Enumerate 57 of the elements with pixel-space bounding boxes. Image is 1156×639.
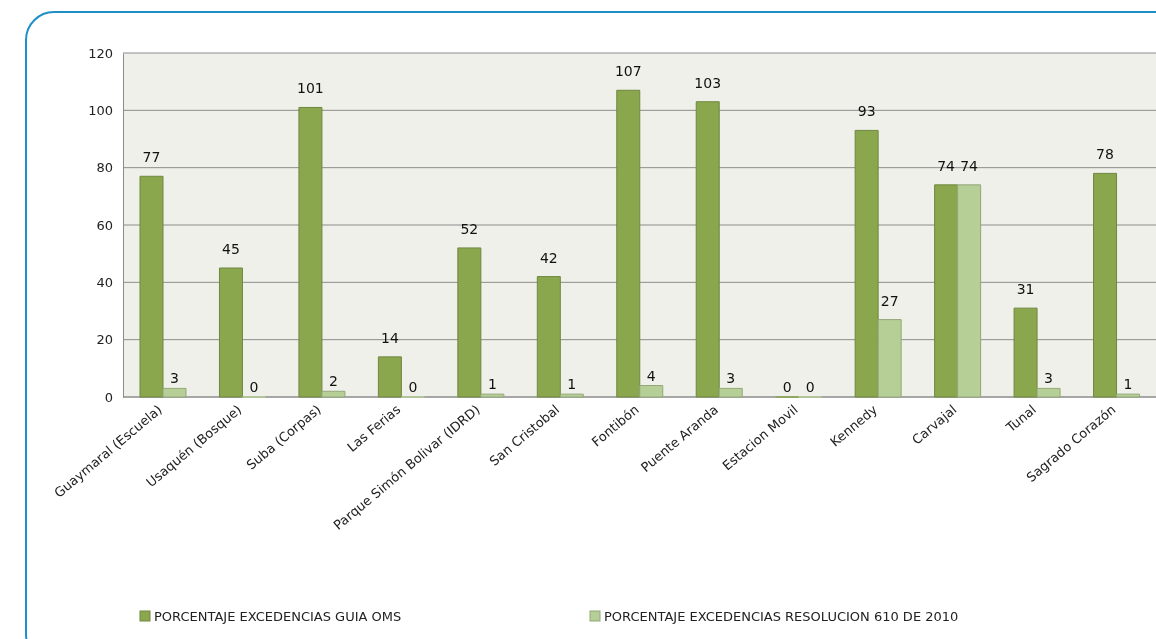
data-label: 0 bbox=[408, 379, 418, 395]
y-tick-label: 100 bbox=[88, 102, 113, 118]
data-label: 0 bbox=[249, 379, 259, 395]
y-tick-label: 0 bbox=[104, 389, 113, 405]
y-tick-label: 80 bbox=[96, 160, 113, 176]
data-label: 1 bbox=[487, 376, 497, 393]
data-label: 77 bbox=[142, 149, 161, 166]
bar bbox=[854, 129, 879, 398]
bar bbox=[139, 175, 164, 398]
bar bbox=[457, 247, 482, 398]
data-label: 4 bbox=[646, 367, 656, 384]
data-label: 2 bbox=[328, 373, 338, 390]
data-label: 1 bbox=[567, 376, 577, 393]
bar bbox=[1093, 172, 1118, 398]
bar bbox=[536, 276, 561, 398]
data-label: 107 bbox=[614, 63, 642, 80]
data-label: 42 bbox=[539, 249, 558, 266]
y-tick-label: 40 bbox=[96, 274, 113, 290]
data-label: 1 bbox=[1123, 376, 1133, 393]
data-label: 31 bbox=[1016, 281, 1035, 298]
bar bbox=[559, 393, 584, 398]
bar bbox=[639, 385, 664, 398]
bar bbox=[218, 267, 243, 398]
data-label: 74 bbox=[937, 157, 956, 174]
bar bbox=[616, 89, 641, 398]
legend-label: PORCENTAJE EXCEDENCIAS GUIA OMS bbox=[154, 609, 402, 624]
bar bbox=[377, 356, 402, 398]
y-tick-label: 60 bbox=[96, 217, 113, 233]
bar bbox=[877, 319, 902, 398]
legend-label: PORCENTAJE EXCEDENCIAS RESOLUCION 610 DE 2010 bbox=[604, 609, 959, 624]
data-label: 74 bbox=[960, 157, 979, 174]
data-label: 27 bbox=[880, 292, 899, 309]
data-label: 52 bbox=[460, 220, 479, 237]
bar bbox=[957, 184, 982, 398]
data-label: 3 bbox=[726, 370, 736, 387]
data-label: 45 bbox=[222, 241, 240, 257]
bar bbox=[480, 393, 505, 398]
bar bbox=[298, 106, 323, 398]
y-tick-label: 20 bbox=[96, 332, 113, 348]
data-label: 93 bbox=[857, 103, 876, 120]
data-label: 3 bbox=[1044, 370, 1054, 387]
data-label: 3 bbox=[170, 370, 179, 387]
bar bbox=[1116, 393, 1141, 398]
bar bbox=[321, 390, 346, 398]
bar bbox=[1013, 307, 1038, 398]
bar bbox=[1036, 387, 1061, 398]
data-label: 0 bbox=[805, 379, 815, 395]
bar bbox=[934, 184, 959, 398]
data-label: 14 bbox=[380, 329, 399, 346]
data-label: 101 bbox=[297, 80, 324, 97]
bar bbox=[162, 387, 187, 398]
data-label: 78 bbox=[1096, 146, 1114, 163]
y-tick-label: 120 bbox=[88, 45, 113, 61]
bar bbox=[718, 387, 743, 398]
data-label: 103 bbox=[694, 74, 722, 91]
bar bbox=[695, 101, 720, 398]
data-label: 0 bbox=[782, 379, 792, 395]
